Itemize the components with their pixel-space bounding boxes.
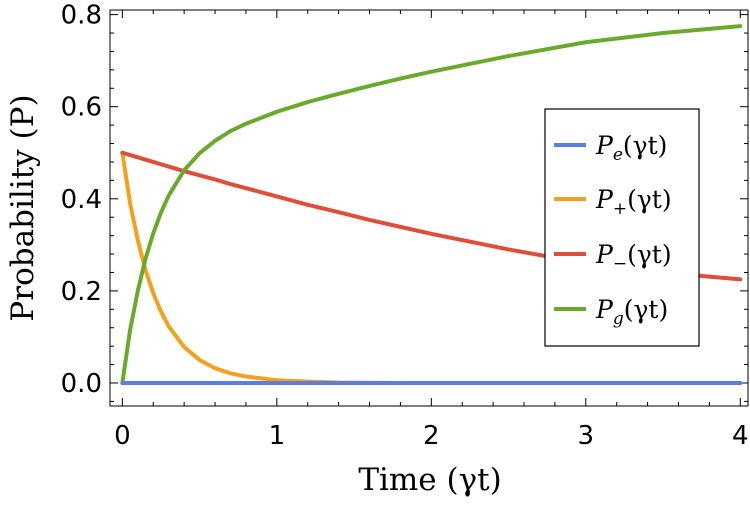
y-axis-title: Probability (P) bbox=[5, 94, 41, 321]
x-tick-label: 4 bbox=[732, 421, 749, 451]
x-tick-label: 3 bbox=[578, 421, 595, 451]
tick-labels: 0 1 2 3 4 0.0 0.2 0.4 0.6 0.8 bbox=[61, 1, 749, 451]
x-tick-label: 1 bbox=[269, 421, 286, 451]
y-tick-label: 0.2 bbox=[61, 277, 102, 307]
legend-label: Pe(γt) bbox=[595, 131, 667, 165]
legend-box bbox=[544, 108, 700, 347]
x-axis-title: Time (γt) bbox=[358, 462, 501, 498]
y-tick-label: 0.6 bbox=[61, 93, 102, 123]
axis-ticks bbox=[110, 10, 748, 406]
legend-items: Pe(γt) P+(γt) P−(γt) Pg(γt) bbox=[554, 131, 672, 329]
x-tick-label: 2 bbox=[423, 421, 440, 451]
legend-label: P−(γt) bbox=[595, 240, 672, 274]
series-line-3 bbox=[120, 24, 743, 385]
series-lines bbox=[120, 24, 743, 385]
legend-label: Pg(γt) bbox=[595, 295, 668, 329]
x-tick-label: 0 bbox=[114, 421, 131, 451]
y-tick-label: 0.0 bbox=[61, 369, 102, 399]
legend: Pe(γt) P+(γt) P−(γt) Pg(γt) bbox=[544, 108, 700, 347]
series-line-2 bbox=[120, 150, 743, 282]
legend-label: P+(γt) bbox=[595, 185, 672, 219]
y-tick-label: 0.8 bbox=[61, 1, 102, 31]
plot-frame bbox=[109, 9, 749, 407]
y-tick-label: 0.4 bbox=[61, 185, 102, 215]
